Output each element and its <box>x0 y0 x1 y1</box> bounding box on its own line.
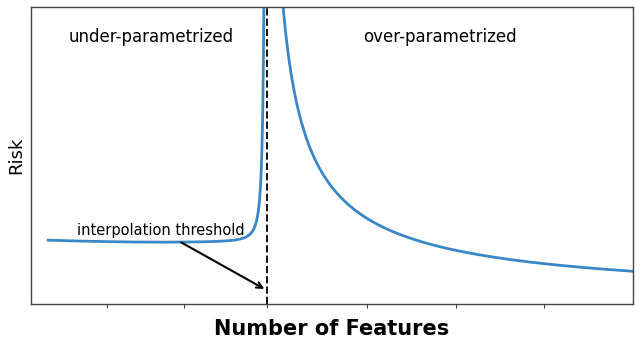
Text: interpolation threshold: interpolation threshold <box>77 223 262 288</box>
X-axis label: Number of Features: Number of Features <box>214 319 449 339</box>
Text: under-parametrized: under-parametrized <box>68 28 234 46</box>
Y-axis label: Risk: Risk <box>7 137 25 174</box>
Text: over-parametrized: over-parametrized <box>364 28 517 46</box>
